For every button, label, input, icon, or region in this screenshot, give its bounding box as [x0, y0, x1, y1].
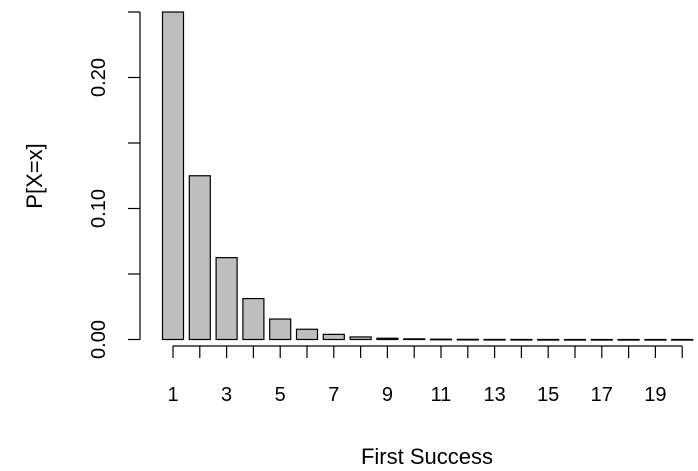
bar-18	[617, 338, 640, 341]
bar-17	[590, 338, 613, 341]
x-tick-label-3: 3	[221, 384, 232, 406]
x-tick-label-5: 5	[275, 384, 286, 406]
x-tick-label-7: 7	[328, 384, 339, 406]
bar-4	[242, 297, 265, 341]
bar-9	[376, 337, 399, 341]
y-tick-label: 0.10	[88, 189, 110, 228]
bar-10	[403, 338, 426, 341]
bar-6	[295, 328, 319, 341]
bar-5	[269, 318, 292, 341]
y-tick-label: 0.20	[88, 58, 110, 97]
bar-11	[429, 338, 453, 341]
x-tick-label-11: 11	[431, 384, 452, 406]
x-tick-label-19: 19	[644, 384, 666, 406]
bar-16	[563, 338, 587, 341]
bar-2	[188, 175, 211, 341]
x-axis-label: First Success	[361, 444, 493, 469]
y-tick-label: 0.00	[88, 320, 110, 359]
bar-8	[349, 336, 372, 341]
bar-12	[456, 338, 479, 341]
y-axis: 0.00 0.10 0.20	[88, 11, 141, 359]
x-tick-label-1: 1	[167, 384, 178, 406]
bar-15	[537, 338, 560, 341]
x-tick-label-15: 15	[537, 384, 559, 406]
x-tick-label-9: 9	[382, 384, 393, 406]
y-axis-label: P[X=x]	[22, 143, 47, 208]
bar-7	[322, 333, 345, 341]
bar-19	[644, 338, 667, 341]
bar-14	[510, 338, 533, 341]
bar-3	[215, 257, 238, 341]
bar-13	[483, 338, 506, 341]
x-tick-label-13: 13	[483, 384, 505, 406]
x-tick-label-17: 17	[591, 384, 613, 406]
bar-1	[161, 11, 185, 341]
bar-20	[671, 338, 694, 341]
bars-group	[161, 11, 694, 341]
x-axis: 1 3 5 7 9 11 13 15 17 19	[167, 345, 683, 406]
